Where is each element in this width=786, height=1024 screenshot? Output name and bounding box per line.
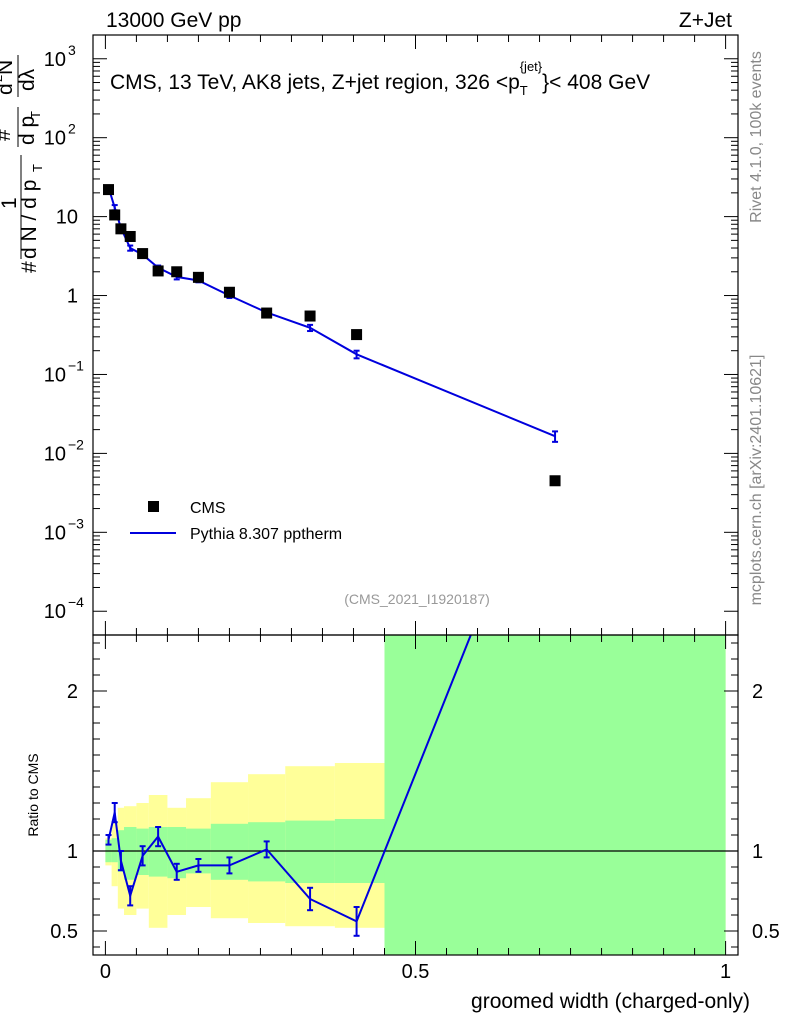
ratio-ylabel: Ratio to CMS [25, 753, 41, 836]
ratio-ytick-label-right: 1 [752, 841, 763, 863]
ratio-ytick-label: 2 [67, 681, 78, 703]
title-p: p [508, 71, 520, 94]
main-ytick-exponent: 3 [68, 42, 76, 58]
cms-data-point [109, 209, 121, 221]
watermark: (CMS_2021_I1920187) [344, 591, 490, 607]
main-ytick-label: 10 [44, 364, 66, 386]
ratio-stat-band [148, 827, 168, 877]
cms-data-point [115, 223, 127, 235]
pythia-line [107, 187, 556, 438]
ylabel-d2N-N: N [0, 60, 17, 75]
cms-data-point [124, 230, 136, 242]
main-ylabel: # d N / d p T 1 # d p T d 2 N dλ [0, 55, 45, 273]
cms-data-point [351, 329, 363, 341]
main-plot-data [103, 184, 561, 487]
main-ytick-label: 10 [44, 522, 66, 544]
cms-data-point [304, 310, 316, 322]
title-sub: T [520, 83, 528, 98]
ratio-ytick-label-right: 2 [752, 681, 763, 703]
cms-data-point [171, 266, 183, 278]
main-title: CMS, 13 TeV, AK8 jets, Z+jet region, 326… [110, 59, 650, 98]
cms-data-point [549, 475, 561, 487]
ylabel-d2N-d: d [0, 83, 17, 95]
cms-data-point [223, 286, 235, 298]
ratio-stat-band [124, 827, 137, 880]
ylabel-den-T: T [28, 111, 43, 119]
ratio-uncertainty-bands [93, 635, 738, 955]
ratio-stat-band [167, 827, 187, 879]
ratio-ytick-label: 1 [67, 841, 78, 863]
ylabel-one: 1 [0, 197, 21, 209]
ylabel-den: d p [16, 116, 39, 145]
ratio-xtick-label: 0.5 [402, 961, 430, 983]
ylabel-d2N-sup: 2 [0, 75, 5, 82]
title-sup: {jet} [520, 59, 543, 74]
main-frame [92, 34, 739, 636]
mcplots-text: mcplots.cern.ch [arXiv:2401.10621] [748, 355, 765, 606]
main-ytick-exponent: −2 [68, 436, 84, 452]
legend: CMS Pythia 8.307 pptherm [130, 500, 342, 543]
legend-pythia-label: Pythia 8.307 pptherm [190, 526, 342, 543]
main-ytick-label: 10 [44, 49, 66, 71]
ratio-xtick-label: 0 [100, 961, 111, 983]
cms-data-point [103, 184, 115, 196]
cms-data-point [261, 307, 273, 319]
ratio-stat-band [384, 635, 726, 955]
cms-data-point [137, 248, 149, 260]
ylabel-T: T [30, 164, 45, 172]
ratio-ytick-label: 0.5 [50, 921, 78, 943]
ylabel-dlam: dλ [16, 68, 39, 91]
ylabel-dN: d N / d p [18, 180, 41, 259]
legend-cms-marker [148, 501, 159, 512]
ratio-xtick-label: 1 [720, 961, 731, 983]
header-right: Z+Jet [679, 9, 732, 32]
main-ytick-exponent: −4 [68, 594, 84, 610]
ratio-stat-band [111, 838, 118, 863]
legend-cms-label: CMS [190, 500, 226, 517]
ratio-stat-band [285, 820, 335, 883]
main-ytick-label: 10 [56, 207, 78, 229]
title-prefix: CMS, 13 TeV, AK8 jets, Z+jet region, 326… [110, 71, 508, 94]
main-ytick-label: 10 [44, 443, 66, 465]
ylabel-num-hash: # [0, 129, 15, 141]
main-ytick-label: 1 [67, 286, 78, 308]
main-ytick-exponent: −3 [68, 515, 84, 531]
cms-data-point [192, 271, 204, 283]
header-left: 13000 GeV pp [106, 9, 241, 32]
main-ytick-exponent: 2 [68, 121, 76, 137]
title-suffix: }< 408 GeV [542, 71, 650, 94]
xlabel: groomed width (charged-only) [471, 990, 750, 1013]
ylabel-hash: # [18, 261, 41, 273]
ratio-ytick-label-right: 0.5 [752, 921, 780, 943]
main-ytick-exponent: −1 [68, 357, 84, 373]
ratio-plot-data [105, 635, 472, 937]
rivet-text: Rivet 4.1.0, 100k events [748, 51, 765, 223]
main-ytick-label: 10 [44, 601, 66, 623]
cms-data-point [152, 265, 164, 277]
main-ytick-label: 10 [44, 128, 66, 150]
